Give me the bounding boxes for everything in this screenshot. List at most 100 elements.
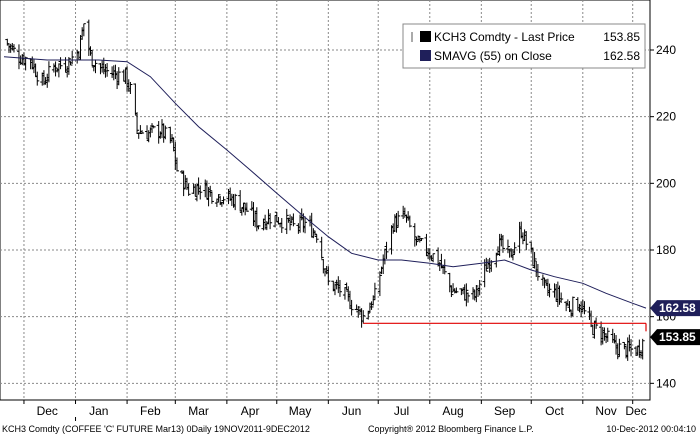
ohlc-bar <box>181 170 186 197</box>
ohlc-bar <box>23 56 28 71</box>
x-month-label: Jun <box>342 404 361 418</box>
ohlc-bar <box>116 67 121 86</box>
legend-box <box>402 23 646 69</box>
ohlc-bar <box>151 125 156 129</box>
ohlc-bar <box>349 299 354 316</box>
ohlc-bar <box>58 57 63 70</box>
x-month-label: Aug <box>442 404 463 418</box>
x-axis: DecJanFebMarAprMayJunJulAugSepOctNovDec2… <box>23 400 647 421</box>
ohlc-bar <box>559 292 564 303</box>
last-value-badges: 162.58 153.85 <box>650 300 700 346</box>
x-month-label: Feb <box>140 404 161 418</box>
footer-timestamp: 10-Dec-2012 00:04:10 <box>606 424 696 434</box>
ohlc-bar <box>70 50 75 64</box>
ohlc-bar <box>244 202 249 212</box>
ohlc-bar <box>35 71 40 86</box>
ohlc-bar <box>505 239 510 254</box>
x-year-label: 2012 <box>363 419 390 421</box>
svg-text:162.58: 162.58 <box>659 301 696 315</box>
legend-swatch-sma <box>420 50 431 61</box>
ohlc-bar <box>396 210 401 227</box>
x-month-label: Sep <box>494 404 516 418</box>
y-tick-label: 200 <box>656 176 676 190</box>
x-month-label: Apr <box>241 404 260 418</box>
x-month-label: Dec <box>625 404 646 418</box>
legend-label-price: KCH3 Comdty - Last Price <box>434 30 575 44</box>
x-month-label: Oct <box>545 404 564 418</box>
ohlc-bar <box>640 338 645 360</box>
ohlc-bar <box>484 257 489 272</box>
x-year-label: 2011 <box>34 419 60 421</box>
ohlc-bar <box>449 285 454 298</box>
ohlc-bar <box>512 242 517 254</box>
ohlc-bar <box>105 63 110 77</box>
legend-swatch-price <box>420 31 431 42</box>
ohlc-bar <box>466 292 471 303</box>
ohlc-bar <box>377 271 382 297</box>
ohlc-bar <box>140 130 145 135</box>
ohlc-bar <box>477 279 482 296</box>
x-month-label: Nov <box>595 404 616 418</box>
y-tick-label: 240 <box>656 43 676 57</box>
last-value-badge: 162.58 <box>650 300 700 317</box>
ohlc-bar <box>532 252 537 269</box>
ohlc-bar <box>135 112 140 134</box>
footer-copyright: Copyright® 2012 Bloomberg Finance L.P. <box>368 424 534 434</box>
ohlc-bar <box>313 230 318 236</box>
ohlc-bar <box>163 125 168 140</box>
ohlc-bar <box>384 241 389 259</box>
ohlc-bar <box>500 235 505 253</box>
sma-line <box>3 56 647 309</box>
ohlc-bar <box>326 266 331 286</box>
price-series <box>5 19 645 361</box>
legend-value-price: 153.85 <box>603 30 640 44</box>
x-month-label: May <box>289 404 312 418</box>
x-month-label: Jul <box>394 404 409 418</box>
ohlc-bar <box>471 287 476 300</box>
ohlc-bar <box>567 301 572 313</box>
ohlc-bar <box>431 253 436 263</box>
ohlc-bar <box>356 306 361 318</box>
grid-lines <box>0 0 650 400</box>
ohlc-bar <box>233 193 238 211</box>
ohlc-bar <box>93 59 98 74</box>
ohlc-bar <box>617 338 622 358</box>
ohlc-bar <box>198 185 203 200</box>
ohlc-bar <box>361 310 366 324</box>
ohlc-bar <box>209 191 214 204</box>
ohlc-bar <box>128 81 133 95</box>
ohlc-bar <box>279 218 284 233</box>
ohlc-bar <box>303 216 308 234</box>
x-month-label: Dec <box>37 404 58 418</box>
ohlc-bar <box>454 287 459 294</box>
ohlc-bar <box>256 225 261 230</box>
ohlc-bar <box>174 157 179 172</box>
legend-label-sma: SMAVG (55) on Close <box>434 49 552 63</box>
y-tick-label: 220 <box>656 110 676 124</box>
ohlc-bar <box>214 198 219 207</box>
legend: KCH3 Comdty - Last Price 153.85 SMAVG (5… <box>402 23 646 69</box>
ohlc-bar <box>622 341 627 350</box>
ohlc-bar <box>474 285 479 303</box>
svg-text:153.85: 153.85 <box>659 330 696 344</box>
ohlc-bar <box>524 231 529 251</box>
ohlc-bar <box>208 185 213 197</box>
ohlc-bar <box>319 236 324 259</box>
ohlc-bar <box>442 259 447 275</box>
last-value-badge: 153.85 <box>650 329 700 346</box>
ohlc-bar <box>314 234 319 243</box>
ohlc-bar <box>372 282 377 301</box>
ohlc-bar <box>186 183 191 196</box>
footer: KCH3 Comdty (COFFEE 'C' FUTURE Mar13) 0D… <box>0 421 700 437</box>
ohlc-bar <box>216 194 221 202</box>
ohlc-bar <box>337 279 342 297</box>
ohlc-bar <box>81 23 86 37</box>
y-tick-label: 180 <box>656 243 676 257</box>
ohlc-bar <box>394 212 399 233</box>
ohlc-bar <box>268 213 273 230</box>
ohlc-bar <box>629 339 634 357</box>
ohlc-bar <box>582 301 587 315</box>
ohlc-bar <box>570 296 575 317</box>
x-month-label: Jan <box>89 404 108 418</box>
